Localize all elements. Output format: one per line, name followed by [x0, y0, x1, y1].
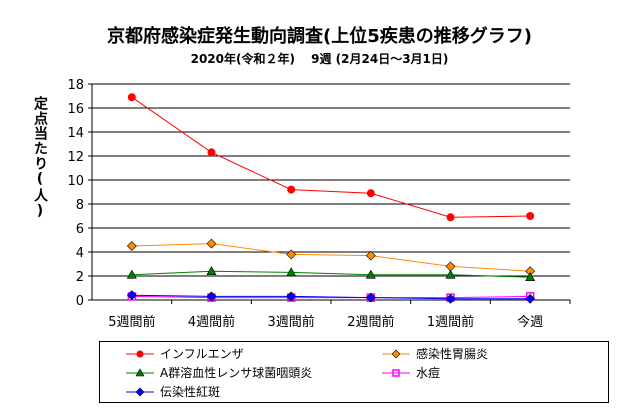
legend-swatch	[382, 349, 410, 359]
y-tick-label: 18	[67, 78, 84, 93]
legend-marker	[391, 349, 401, 359]
y-tick-label: 0	[76, 294, 84, 309]
x-tick-label: 今週	[517, 314, 543, 330]
data-point	[365, 292, 376, 303]
data-point	[286, 267, 297, 277]
legend-marker	[135, 387, 145, 397]
y-tick-label: 6	[76, 222, 84, 237]
legend: インフルエンザ 感染性胃腸炎 A群溶血性レンサ球菌咽頭炎 水痘伝染性紅斑	[99, 341, 609, 403]
y-tick-label: 8	[76, 198, 84, 213]
x-tick-label: 2週間前	[347, 314, 394, 330]
data-point	[286, 291, 297, 302]
data-point	[445, 293, 456, 304]
data-point	[287, 185, 296, 194]
legend-label: 伝染性紅斑	[160, 385, 221, 399]
legend-swatch	[382, 369, 410, 377]
data-point	[526, 212, 535, 220]
legend-marker	[136, 350, 144, 358]
data-point	[206, 238, 217, 249]
legend-label: 感染性胃腸炎	[416, 347, 489, 361]
data-point	[126, 290, 137, 301]
x-tick-label: 3週間前	[268, 314, 315, 330]
x-tick-label: 5週間前	[108, 314, 155, 330]
data-point	[366, 189, 375, 198]
series-line	[131, 96, 531, 218]
data-point	[445, 269, 456, 279]
series-line	[131, 295, 531, 299]
data-point	[206, 291, 217, 302]
series-line	[131, 243, 531, 272]
chart-subtitle: 2020年(令和２年) 9週 (2月24日～3月1日)	[190, 52, 449, 66]
y-tick-label: 12	[67, 150, 84, 165]
plot-background	[92, 84, 570, 300]
legend-label: インフルエンザ	[160, 347, 244, 361]
legend-marker	[135, 368, 145, 377]
plot-area: 0 2 4 6 8 10 12 14 16 18 5週間前 4週間前 3週間前 2週間前 1週間前 今週	[67, 78, 571, 330]
y-tick-label: 16	[67, 102, 84, 117]
x-tick-label: 1週間前	[427, 314, 474, 330]
y-tick-label: 10	[67, 174, 84, 189]
legend-swatch	[126, 368, 154, 377]
data-point	[525, 293, 536, 304]
data-point	[207, 148, 216, 157]
x-tick-label: 4週間前	[188, 314, 235, 330]
data-point	[126, 241, 137, 251]
legend-label: 水痘	[416, 366, 441, 380]
legend-swatch	[126, 387, 154, 397]
chart-title: 京都府感染症発生動向調査(上位5疾患の推移グラフ)	[107, 26, 532, 47]
data-point	[525, 272, 536, 282]
series-line	[131, 270, 531, 278]
y-axis-label: 定点当たり(人)	[32, 96, 48, 220]
data-point	[127, 93, 136, 102]
data-point	[446, 213, 455, 222]
data-point	[365, 269, 376, 279]
y-tick-label: 14	[67, 126, 84, 141]
data-point	[206, 266, 217, 276]
data-point	[126, 269, 137, 279]
legend-marker	[392, 369, 400, 377]
legend-label: A群溶血性レンサ球菌咽頭炎	[160, 366, 313, 380]
series-line	[131, 294, 531, 300]
legend-swatch	[126, 350, 154, 358]
y-tick-label: 2	[76, 270, 84, 285]
data-point	[365, 250, 376, 261]
data-point	[286, 249, 297, 260]
y-tick-label: 4	[76, 246, 84, 261]
